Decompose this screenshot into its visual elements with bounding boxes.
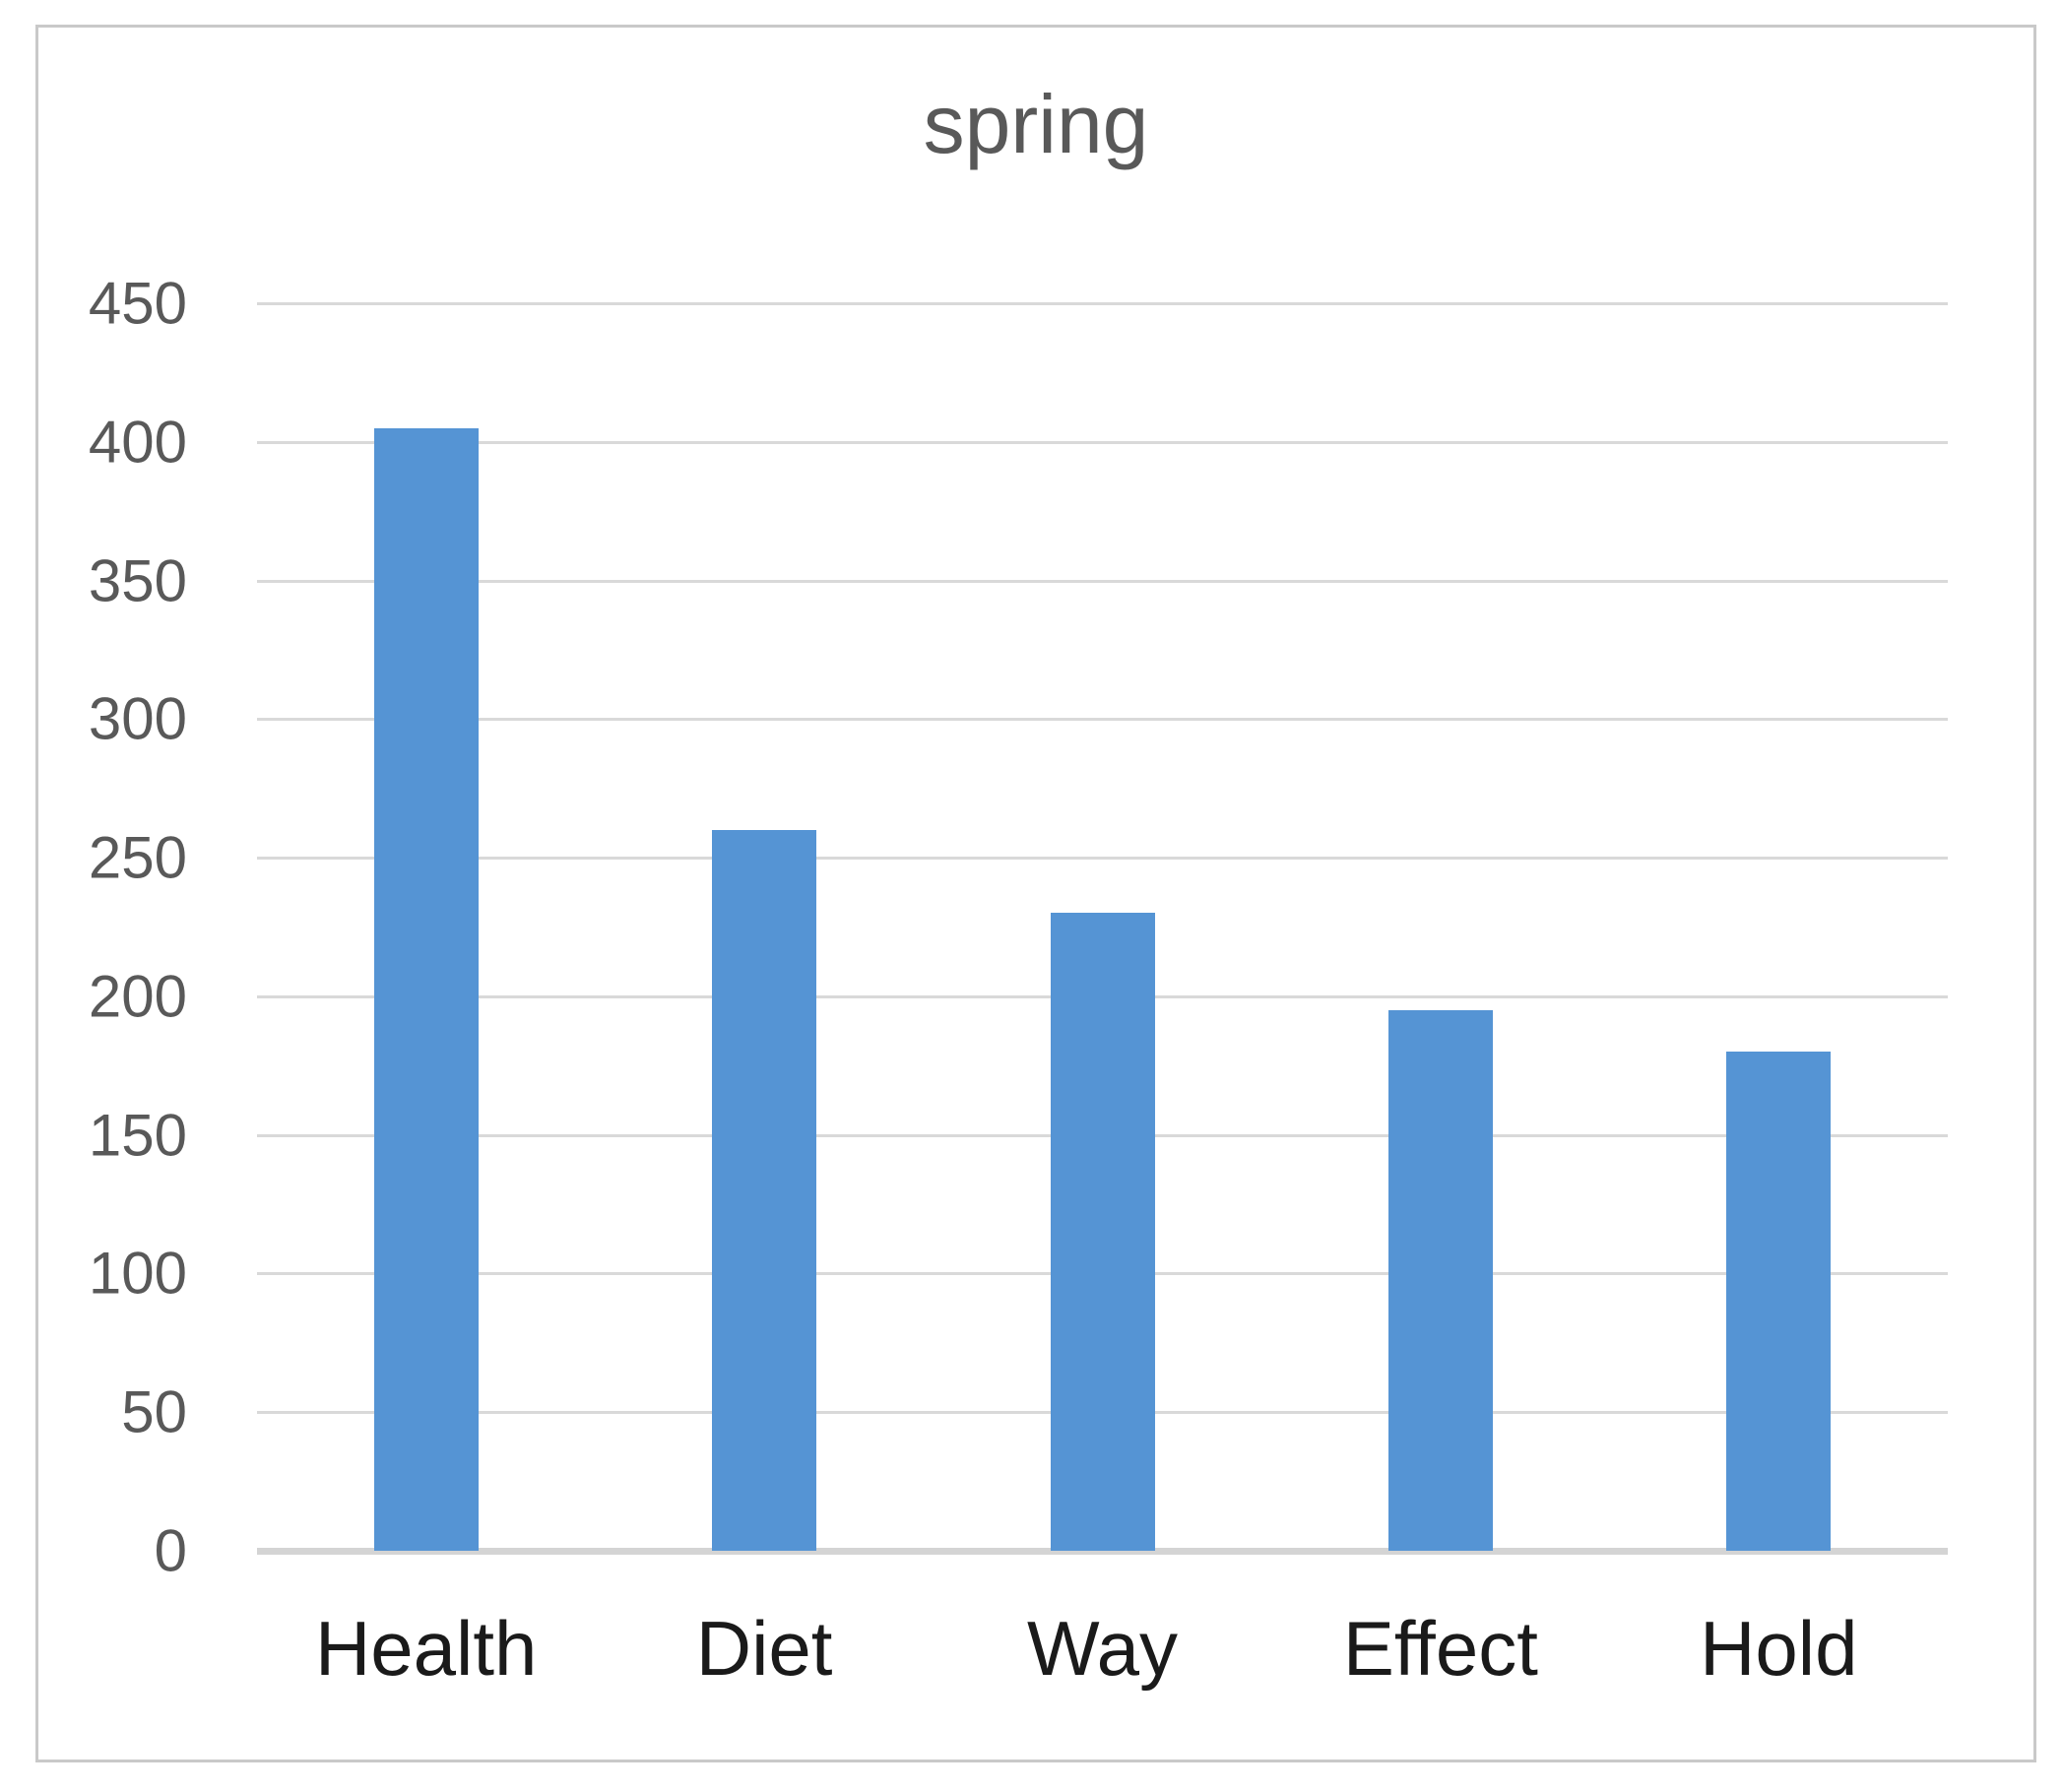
y-tick-label: 450: [88, 270, 187, 337]
gridline: [257, 440, 1948, 444]
bar-way: [1051, 913, 1155, 1551]
bar-effect: [1388, 1010, 1493, 1551]
y-tick-label: 250: [88, 824, 187, 891]
gridline: [257, 579, 1948, 583]
chart-frame: spring 0 50 100 150 200 250 300 350 400 450 Healt…: [35, 25, 2036, 1762]
x-axis-line: [257, 1548, 1948, 1555]
chart-title: spring: [923, 78, 1149, 170]
bar-diet: [712, 830, 816, 1551]
category-label: Health: [314, 1605, 538, 1692]
y-tick-label: 150: [88, 1102, 187, 1169]
bar-hold: [1726, 1052, 1831, 1551]
gridline: [257, 302, 1948, 305]
y-axis-labels: 0 50 100 150 200 250 300 350 400 450: [68, 271, 187, 1584]
gridline: [257, 718, 1948, 722]
bar-health: [374, 428, 479, 1551]
x-axis-labels: Health Diet Way Effect Hold: [257, 1604, 1948, 1722]
category-label: Diet: [695, 1605, 833, 1692]
gridline: [257, 857, 1948, 861]
plot-area: [257, 302, 1948, 1555]
category-label: Hold: [1700, 1605, 1858, 1692]
y-tick-label: 200: [88, 963, 187, 1030]
y-tick-label: 100: [88, 1240, 187, 1307]
category-label: Way: [1026, 1605, 1179, 1692]
category-label: Effect: [1342, 1605, 1538, 1692]
y-tick-label: 350: [88, 547, 187, 614]
y-tick-label: 50: [121, 1378, 187, 1445]
y-tick-label: 300: [88, 685, 187, 752]
y-tick-label: 400: [88, 409, 187, 476]
y-tick-label: 0: [154, 1517, 187, 1584]
